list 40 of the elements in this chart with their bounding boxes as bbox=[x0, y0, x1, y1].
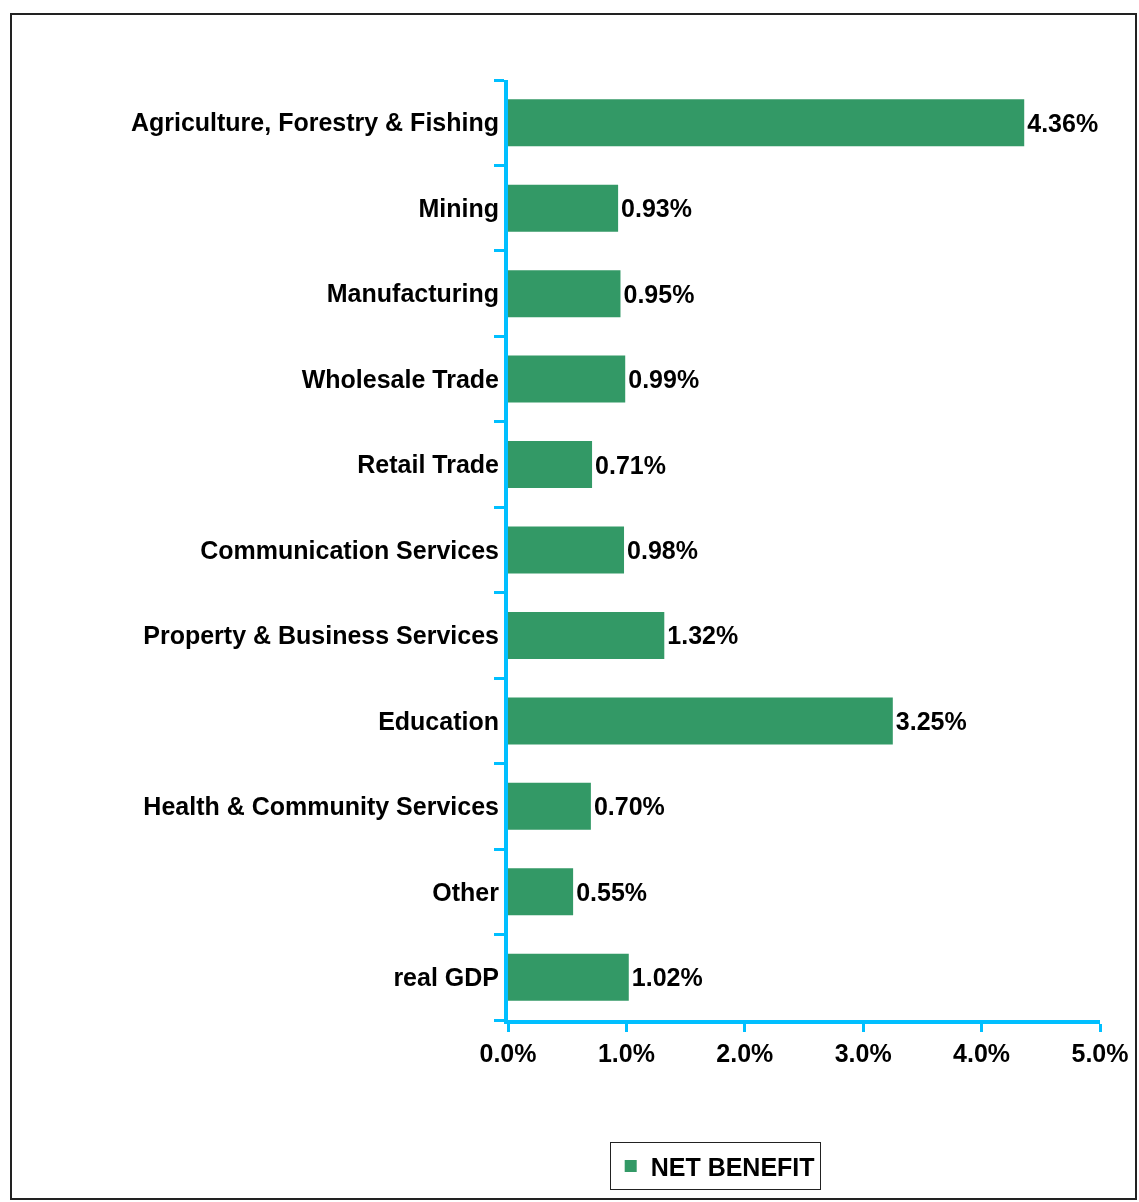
y-tick-label: Agriculture, Forestry & Fishing bbox=[130, 108, 499, 137]
bar bbox=[508, 355, 626, 403]
y-tick-label: Health & Community Services bbox=[143, 792, 499, 821]
y-tick-label: real GDP bbox=[393, 963, 499, 992]
x-tick-label: 5.0% bbox=[1071, 1039, 1129, 1067]
data-label: 1.32% bbox=[667, 621, 739, 650]
y-tick-label: Property & Business Services bbox=[143, 621, 499, 650]
bar bbox=[508, 99, 1025, 147]
y-tick-label: Education bbox=[378, 706, 499, 735]
bar bbox=[508, 270, 621, 318]
bar bbox=[508, 697, 893, 745]
bar bbox=[508, 868, 574, 916]
y-tick-label: Mining bbox=[418, 193, 499, 222]
data-label: 3.25% bbox=[895, 706, 967, 735]
data-label: 0.99% bbox=[628, 365, 700, 394]
x-tick-label: 3.0% bbox=[834, 1039, 892, 1067]
data-label: 0.71% bbox=[595, 450, 666, 479]
data-label: 0.93% bbox=[621, 194, 692, 223]
data-label: 4.36% bbox=[1027, 108, 1099, 137]
bar bbox=[508, 953, 629, 1001]
bar bbox=[508, 526, 625, 574]
y-tick-label: Communication Services bbox=[200, 535, 499, 564]
data-label: 0.98% bbox=[627, 536, 698, 564]
y-tick-label: Wholesale Trade bbox=[301, 364, 500, 393]
bar bbox=[508, 782, 591, 830]
legend-label: NET BENEFIT bbox=[650, 1152, 815, 1181]
data-label: 0.95% bbox=[623, 279, 695, 308]
x-tick-label: 0.0% bbox=[479, 1039, 537, 1067]
y-tick-label: Other bbox=[432, 877, 500, 906]
y-tick-label: Retail Trade bbox=[357, 450, 500, 479]
x-tick-label: 2.0% bbox=[716, 1039, 774, 1067]
bar bbox=[508, 611, 665, 659]
bar bbox=[508, 184, 619, 232]
x-tick-label: 4.0% bbox=[953, 1039, 1011, 1067]
data-label: 0.70% bbox=[593, 792, 665, 821]
y-tick-label: Manufacturing bbox=[326, 279, 499, 308]
x-tick-label: 1.0% bbox=[597, 1039, 655, 1067]
data-label: 0.55% bbox=[576, 877, 648, 906]
data-label: 1.02% bbox=[631, 963, 703, 992]
bar bbox=[508, 441, 593, 489]
